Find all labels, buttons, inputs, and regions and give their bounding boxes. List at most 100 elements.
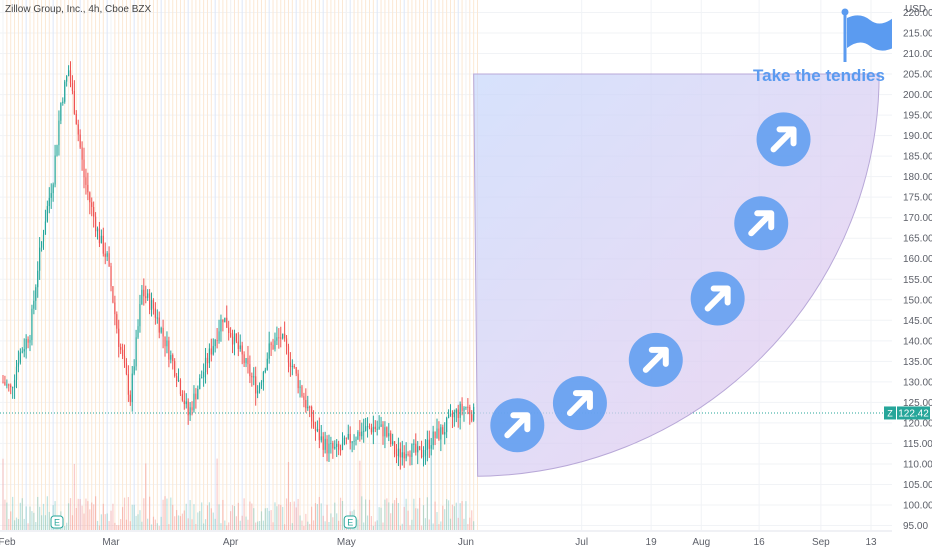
y-tick-label: 160.00 (903, 254, 932, 265)
candle-body (33, 300, 35, 309)
y-tick-label: 115.00 (903, 439, 932, 450)
candle-body (112, 286, 114, 303)
candle-body (79, 134, 81, 148)
candle-body (397, 448, 400, 457)
volume-bar (170, 497, 172, 530)
volume-bar (158, 525, 160, 530)
volume-bar (176, 510, 178, 530)
candle-body (322, 436, 324, 450)
candle-body (89, 192, 91, 203)
candle-body (96, 228, 99, 232)
volume-bar (293, 501, 295, 530)
candle-body (278, 337, 280, 339)
volume-bar (255, 522, 257, 530)
volume-bar (143, 498, 145, 530)
volume-bar (79, 499, 81, 530)
volume-bar (152, 516, 155, 530)
volume-bar (434, 501, 436, 530)
volume-bar (106, 513, 108, 530)
candle-body (197, 389, 199, 400)
y-tick-label: 100.00 (903, 500, 932, 511)
candle-body (127, 374, 129, 395)
volume-bar (374, 521, 376, 530)
volume-bar (442, 505, 444, 530)
volume-bar (231, 505, 234, 530)
volume-bar (147, 518, 149, 530)
volume-bar (216, 458, 218, 530)
volume-bar (366, 515, 369, 530)
candle-body (104, 253, 106, 257)
candle-body (191, 407, 193, 411)
x-tick-label: 13 (865, 537, 877, 548)
volume-bar (102, 503, 104, 530)
candle-body (291, 365, 293, 367)
candle-body (206, 357, 209, 364)
earnings-marker[interactable]: E (343, 515, 357, 529)
candle-body (345, 437, 347, 439)
volume-bar (301, 520, 303, 530)
volume-bar (247, 519, 249, 530)
volume-bar (164, 496, 166, 530)
candle-body (318, 428, 320, 441)
candle-body (224, 317, 226, 323)
volume-bar (403, 506, 405, 530)
candle-body (133, 366, 135, 374)
volume-bar (428, 519, 430, 530)
candle-body (160, 327, 162, 333)
candle-body (35, 287, 37, 301)
candle-body (216, 340, 218, 342)
earnings-marker[interactable]: E (50, 515, 64, 529)
volume-bar (336, 513, 338, 530)
candle-body (150, 300, 153, 310)
volume-bar (110, 510, 112, 530)
volume-bar (150, 524, 153, 530)
volume-bar (137, 514, 139, 530)
candle-body (415, 443, 417, 453)
volume-bar (125, 519, 128, 530)
volume-bar (189, 500, 191, 530)
candle-body (297, 373, 299, 389)
volume-bar (284, 524, 286, 530)
volume-bar (116, 525, 118, 530)
candle-body (390, 433, 392, 445)
volume-bar (29, 506, 31, 530)
volume-bar (33, 512, 35, 530)
volume-bar (457, 517, 459, 530)
candle-body (384, 427, 386, 437)
candle-body (91, 202, 93, 207)
candle-body (355, 439, 357, 441)
candle-body (85, 177, 87, 185)
volume-bar (455, 502, 457, 530)
volume-bar (179, 516, 182, 530)
candle-body (274, 340, 276, 350)
volume-bar (174, 516, 176, 530)
candle-body (25, 339, 27, 350)
candle-body (251, 376, 253, 378)
currency-label: USD (905, 4, 926, 15)
y-tick-label: 140.00 (903, 336, 932, 347)
candle-body (181, 394, 183, 401)
volume-bar (409, 525, 411, 530)
volume-bar (129, 521, 131, 530)
volume-bar (228, 522, 230, 530)
volume-bar (35, 522, 37, 530)
y-tick-label: 145.00 (903, 316, 932, 327)
candle-body (444, 432, 446, 435)
candle-body (75, 113, 77, 125)
volume-bar (148, 496, 151, 530)
candle-body (392, 441, 394, 445)
candle-body (233, 333, 236, 345)
volume-bar (42, 503, 45, 530)
candle-body (405, 454, 407, 459)
volume-bar (139, 510, 141, 530)
candle-body (422, 455, 425, 458)
volume-bar (395, 497, 398, 530)
svg-text:122.42: 122.42 (898, 408, 929, 419)
candle-body (2, 381, 4, 383)
tendies-shape[interactable] (473, 73, 880, 477)
y-tick-label: 135.00 (903, 357, 932, 368)
volume-bar (262, 520, 264, 530)
volume-bar (307, 521, 309, 530)
y-tick-label: 210.00 (903, 49, 932, 60)
